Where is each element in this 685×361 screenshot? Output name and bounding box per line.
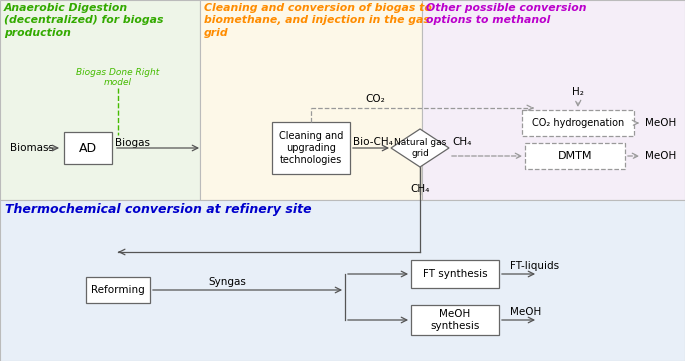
Text: Biogas: Biogas <box>115 138 150 148</box>
Text: AD: AD <box>79 142 97 155</box>
Text: Biogas Done Right
model: Biogas Done Right model <box>76 68 160 87</box>
Text: Cleaning and
upgrading
technologies: Cleaning and upgrading technologies <box>279 131 343 165</box>
Bar <box>272 122 350 174</box>
Bar <box>0 200 685 361</box>
Bar <box>86 277 150 303</box>
Bar <box>411 260 499 288</box>
Bar <box>522 110 634 136</box>
Text: MeOH: MeOH <box>510 307 541 317</box>
Text: Syngas: Syngas <box>208 277 247 287</box>
Text: MeOH
synthesis: MeOH synthesis <box>430 309 480 331</box>
Text: Biomass: Biomass <box>10 143 54 153</box>
Text: Anaerobic Digestion
(decentralized) for biogas
production: Anaerobic Digestion (decentralized) for … <box>4 3 164 38</box>
Bar <box>64 132 112 164</box>
Bar <box>200 0 422 200</box>
Text: Reforming: Reforming <box>91 285 145 295</box>
Text: Natural gas
grid: Natural gas grid <box>394 138 446 158</box>
Text: MeOH: MeOH <box>645 151 676 161</box>
Text: Cleaning and conversion of biogas to
biomethane, and injection in the gas
grid: Cleaning and conversion of biogas to bio… <box>204 3 432 38</box>
Text: CH₄: CH₄ <box>410 184 429 194</box>
Polygon shape <box>391 129 449 167</box>
Bar <box>411 305 499 335</box>
Text: Other possible conversion
options to methanol: Other possible conversion options to met… <box>426 3 586 25</box>
Text: Bio-CH₄: Bio-CH₄ <box>353 137 393 147</box>
Text: CO₂: CO₂ <box>365 94 385 104</box>
Bar <box>422 0 685 200</box>
Text: CH₄: CH₄ <box>452 137 471 147</box>
Text: FT synthesis: FT synthesis <box>423 269 487 279</box>
Text: FT-liquids: FT-liquids <box>510 261 559 271</box>
Text: MeOH: MeOH <box>645 118 676 128</box>
Bar <box>0 0 200 200</box>
Bar <box>525 143 625 169</box>
Text: Thermochemical conversion at refinery site: Thermochemical conversion at refinery si… <box>5 203 312 216</box>
Text: DMTM: DMTM <box>558 151 593 161</box>
Text: H₂: H₂ <box>572 87 584 97</box>
Text: CO₂ hydrogenation: CO₂ hydrogenation <box>532 118 624 128</box>
